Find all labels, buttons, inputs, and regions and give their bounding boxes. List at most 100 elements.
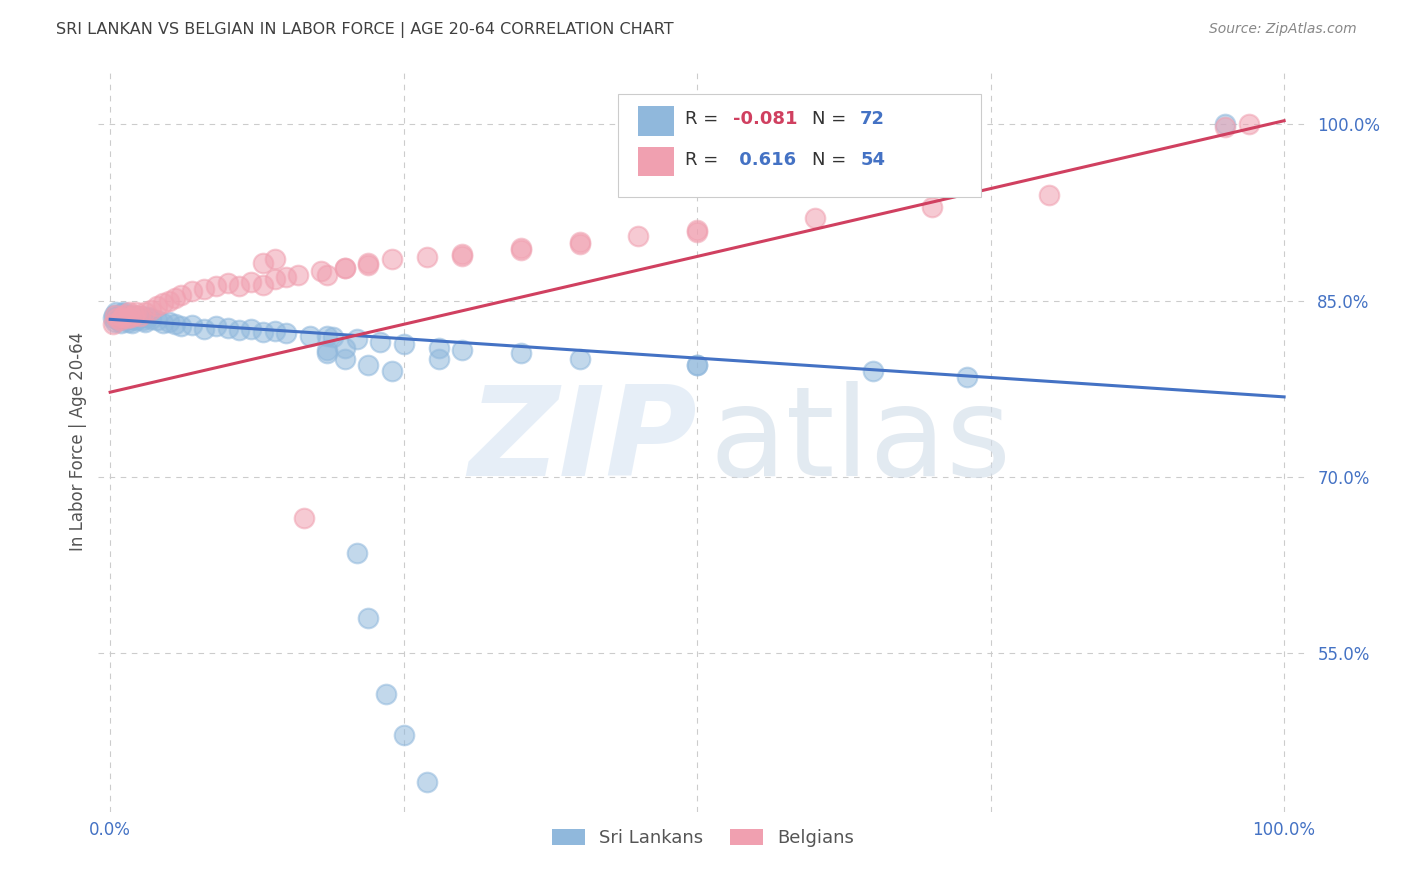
Point	[193, 322, 215, 336]
Point	[228, 279, 250, 293]
Point	[163, 291, 186, 305]
Point	[311, 264, 333, 278]
Point	[451, 343, 474, 357]
Point	[112, 305, 135, 319]
Point	[169, 319, 191, 334]
Point	[862, 364, 884, 378]
Point	[103, 308, 125, 322]
Point	[114, 313, 136, 327]
Text: R =: R =	[685, 111, 724, 128]
Point	[686, 225, 709, 239]
Point	[316, 268, 339, 282]
Point	[1215, 117, 1237, 131]
Point	[134, 305, 156, 319]
Point	[117, 315, 139, 329]
Point	[134, 315, 156, 329]
Point	[146, 313, 169, 327]
Point	[112, 310, 135, 324]
Point	[427, 341, 450, 355]
Point	[118, 305, 141, 319]
Text: N =: N =	[811, 152, 852, 169]
Point	[686, 223, 709, 237]
Point	[292, 511, 315, 525]
Point	[101, 317, 124, 331]
Point	[111, 306, 134, 320]
Point	[157, 293, 180, 308]
Point	[1215, 120, 1237, 134]
Point	[193, 282, 215, 296]
Point	[122, 310, 145, 324]
FancyBboxPatch shape	[619, 94, 981, 197]
Point	[381, 252, 404, 267]
Point	[252, 278, 274, 293]
Text: -0.081: -0.081	[734, 111, 797, 128]
Point	[181, 318, 204, 333]
Point	[146, 299, 169, 313]
Point	[316, 328, 339, 343]
Point	[316, 346, 339, 360]
Point	[510, 346, 533, 360]
Point	[128, 311, 150, 326]
Point	[357, 258, 380, 272]
Point	[686, 358, 709, 372]
Point	[163, 317, 186, 331]
Point	[111, 310, 134, 324]
Point	[132, 313, 155, 327]
Point	[169, 287, 191, 301]
Point	[240, 322, 263, 336]
Point	[240, 275, 263, 289]
Point	[141, 302, 163, 317]
Point	[141, 312, 163, 326]
Point	[333, 341, 356, 355]
Point	[333, 352, 356, 367]
Point	[128, 309, 150, 323]
Text: N =: N =	[811, 111, 852, 128]
Point	[510, 241, 533, 255]
Point	[316, 343, 339, 357]
Point	[104, 315, 127, 329]
Point	[120, 308, 142, 322]
Point	[357, 256, 380, 270]
Point	[112, 308, 135, 322]
Point	[416, 250, 439, 264]
Point	[121, 316, 143, 330]
Text: SRI LANKAN VS BELGIAN IN LABOR FORCE | AGE 20-64 CORRELATION CHART: SRI LANKAN VS BELGIAN IN LABOR FORCE | A…	[56, 22, 673, 38]
Point	[568, 352, 591, 367]
Point	[803, 211, 825, 226]
Point	[392, 337, 415, 351]
Point	[333, 260, 356, 275]
Point	[263, 324, 285, 338]
Point	[381, 364, 404, 378]
Point	[108, 313, 131, 327]
Point	[117, 311, 139, 326]
Text: 54: 54	[860, 152, 886, 169]
Point	[346, 332, 368, 346]
Point	[104, 308, 127, 322]
Point	[105, 309, 128, 323]
Point	[125, 313, 148, 327]
Point	[108, 310, 131, 324]
Point	[115, 311, 138, 326]
Point	[451, 249, 474, 263]
FancyBboxPatch shape	[638, 147, 673, 177]
Point	[131, 309, 153, 323]
Point	[627, 228, 650, 243]
FancyBboxPatch shape	[638, 106, 673, 136]
Point	[181, 284, 204, 298]
Text: Source: ZipAtlas.com: Source: ZipAtlas.com	[1209, 22, 1357, 37]
Point	[252, 325, 274, 339]
Point	[263, 272, 285, 286]
Point	[204, 279, 226, 293]
Point	[228, 323, 250, 337]
Point	[392, 728, 415, 742]
Point	[686, 358, 709, 372]
Text: 0.616: 0.616	[734, 152, 796, 169]
Point	[105, 311, 128, 326]
Point	[217, 276, 239, 290]
Point	[118, 310, 141, 324]
Point	[357, 611, 380, 625]
Point	[120, 310, 142, 324]
Text: 72: 72	[860, 111, 886, 128]
Point	[568, 237, 591, 252]
Point	[298, 328, 321, 343]
